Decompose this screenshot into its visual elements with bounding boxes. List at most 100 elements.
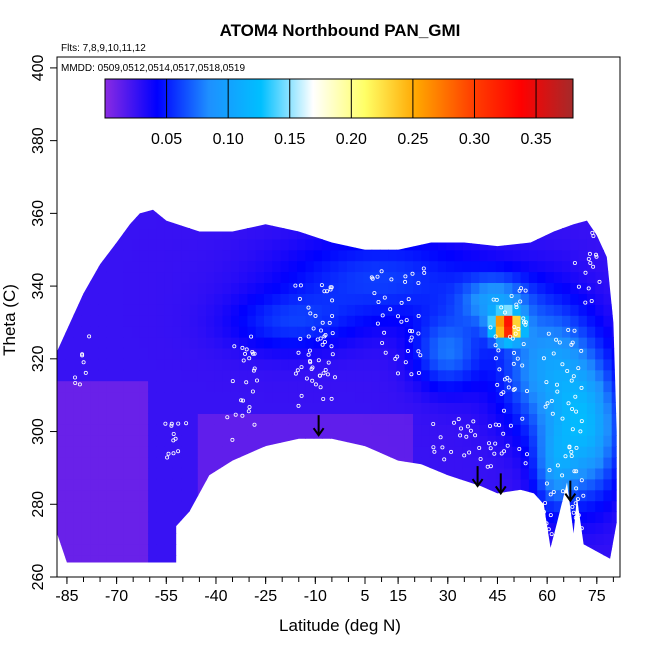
observation-point bbox=[410, 271, 415, 276]
heatmap-cell bbox=[264, 238, 273, 251]
heatmap-cell bbox=[272, 511, 282, 523]
heatmap-cell bbox=[330, 238, 340, 251]
heatmap-cell bbox=[355, 380, 364, 393]
heatmap-cell bbox=[148, 522, 157, 534]
heatmap-cell bbox=[404, 555, 414, 563]
observation-point bbox=[567, 445, 572, 450]
heatmap-cell bbox=[255, 217, 265, 229]
heatmap-cell bbox=[313, 217, 323, 229]
heatmap-cell bbox=[545, 260, 555, 273]
heatmap-cell bbox=[504, 369, 513, 382]
heatmap-cell bbox=[545, 511, 555, 523]
observation-point bbox=[416, 313, 421, 318]
heatmap-cell bbox=[404, 293, 414, 305]
heatmap-cell bbox=[90, 446, 99, 458]
heatmap-cell bbox=[553, 260, 563, 273]
heatmap-cell bbox=[148, 478, 157, 491]
heatmap-cell bbox=[396, 227, 406, 240]
heatmap-cell bbox=[230, 209, 240, 218]
heatmap-cell bbox=[562, 238, 571, 251]
heatmap-cell bbox=[346, 380, 356, 393]
heatmap-cell bbox=[172, 555, 182, 563]
heatmap-cell bbox=[545, 358, 555, 371]
heatmap-cell bbox=[537, 337, 547, 349]
heatmap-cell bbox=[504, 391, 513, 403]
heatmap-cell bbox=[487, 271, 497, 283]
heatmap-cell bbox=[230, 555, 240, 563]
heatmap-cell bbox=[462, 533, 472, 545]
heatmap-cell bbox=[288, 282, 298, 294]
heatmap-cell bbox=[603, 227, 613, 240]
heatmap-cell bbox=[139, 413, 149, 425]
heatmap-cell bbox=[123, 533, 133, 545]
heatmap-cell bbox=[73, 391, 83, 403]
heatmap-cell bbox=[81, 271, 91, 283]
observation-point bbox=[462, 453, 467, 458]
heatmap-cell bbox=[603, 326, 613, 338]
heatmap-cell bbox=[479, 544, 489, 556]
observation-point bbox=[486, 441, 491, 446]
heatmap-cell bbox=[528, 500, 538, 513]
heatmap-cell bbox=[222, 271, 232, 283]
heatmap-cell bbox=[487, 467, 497, 480]
heatmap-cell bbox=[81, 304, 91, 316]
heatmap-cell bbox=[230, 413, 240, 425]
heatmap-cell bbox=[562, 413, 571, 425]
y-tick-label: 300 bbox=[30, 418, 47, 445]
heatmap-cell bbox=[371, 413, 381, 425]
heatmap-cell bbox=[139, 337, 149, 349]
heatmap-cell bbox=[578, 555, 588, 563]
heatmap-cell bbox=[338, 435, 348, 447]
heatmap-cell bbox=[57, 489, 66, 502]
heatmap-cell bbox=[504, 467, 513, 480]
heatmap-cell bbox=[578, 337, 588, 349]
heatmap-cell bbox=[214, 347, 224, 360]
heatmap-cell bbox=[206, 238, 215, 251]
heatmap-cell bbox=[462, 271, 472, 283]
heatmap-cell bbox=[106, 457, 116, 469]
heatmap-cell bbox=[305, 304, 315, 316]
heatmap-cell bbox=[471, 424, 480, 436]
heatmap-cell bbox=[429, 271, 439, 283]
heatmap-cell bbox=[73, 358, 83, 371]
heatmap-cell bbox=[81, 457, 91, 469]
heatmap-cell bbox=[272, 391, 282, 403]
heatmap-cell bbox=[247, 467, 257, 480]
heatmap-cell bbox=[330, 435, 340, 447]
heatmap-cell bbox=[90, 238, 99, 251]
heatmap-cell bbox=[297, 544, 306, 556]
heatmap-cell bbox=[288, 413, 298, 425]
heatmap-cell bbox=[65, 238, 75, 251]
heatmap-cell bbox=[404, 282, 414, 294]
observation-point bbox=[520, 416, 525, 421]
heatmap-cell bbox=[520, 209, 530, 218]
heatmap-cell bbox=[578, 402, 588, 414]
heatmap-cell bbox=[454, 260, 464, 273]
observation-point bbox=[520, 363, 525, 368]
heatmap-cell bbox=[272, 467, 282, 480]
heatmap-cell bbox=[504, 402, 513, 414]
heatmap-cell bbox=[255, 533, 265, 545]
heatmap-cell bbox=[413, 511, 422, 523]
heatmap-cell bbox=[421, 260, 431, 273]
heatmap-cell bbox=[313, 326, 323, 338]
heatmap-cell bbox=[90, 380, 99, 393]
heatmap-cell bbox=[495, 413, 505, 425]
heatmap-cell bbox=[586, 500, 596, 513]
observation-point bbox=[252, 422, 257, 427]
heatmap-cell bbox=[611, 467, 617, 480]
heatmap-cell bbox=[504, 326, 513, 338]
heatmap-cell bbox=[106, 315, 116, 327]
heatmap-cell bbox=[413, 227, 422, 240]
heatmap-cell bbox=[280, 511, 290, 523]
heatmap-cell bbox=[586, 380, 596, 393]
observation-point bbox=[296, 403, 301, 408]
heatmap-cell bbox=[98, 347, 108, 360]
heatmap-cell bbox=[115, 478, 124, 491]
heatmap-cell bbox=[106, 380, 116, 393]
heatmap-cell bbox=[346, 402, 356, 414]
heatmap-cell bbox=[81, 413, 91, 425]
heatmap-cell bbox=[197, 522, 207, 534]
heatmap-cell bbox=[487, 260, 497, 273]
heatmap-cell bbox=[363, 315, 373, 327]
